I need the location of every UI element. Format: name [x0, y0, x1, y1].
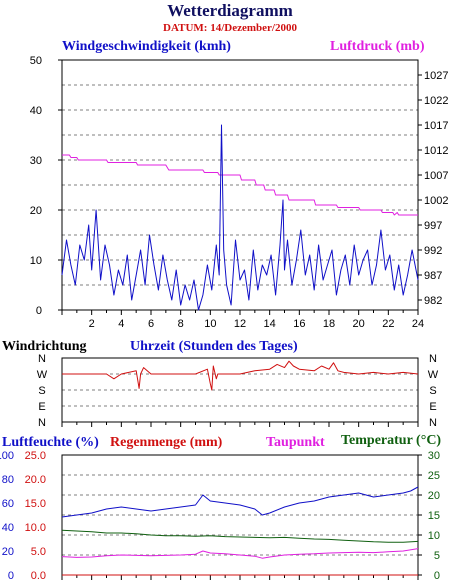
- y-tick-label: 0: [434, 570, 440, 582]
- dewpoint-label: Taupunkt: [266, 435, 325, 450]
- y-tick-label: 60: [2, 498, 14, 510]
- y-tick-label: 0: [8, 570, 14, 582]
- x-tick-label: 24: [412, 318, 424, 330]
- time-axis-label: Uhrzeit (Stunden des Tages): [130, 339, 298, 354]
- y-tick-label: 20: [30, 205, 42, 217]
- y-tick-label: N: [429, 417, 437, 429]
- y-tick-label: 50: [30, 55, 42, 67]
- y-tick-label: 1017: [424, 120, 448, 132]
- y-tick-label: W: [37, 369, 48, 381]
- y-tick-label: 5.0: [31, 546, 46, 558]
- y-tick-label: 982: [424, 295, 442, 307]
- x-tick-label: 18: [323, 318, 335, 330]
- chart-subtitle: DATUM: 14/Dezember/2000: [163, 22, 297, 34]
- pressure-label: Luftdruck (mb): [330, 39, 425, 54]
- y-tick-label: 20: [2, 546, 14, 558]
- y-tick-label: 0: [36, 305, 42, 317]
- y-tick-label: W: [428, 369, 439, 381]
- chart-title: Wetterdiagramm: [167, 1, 293, 20]
- y-tick-label: E: [429, 401, 436, 413]
- y-tick-label: 25.0: [25, 450, 46, 462]
- y-tick-label: 20.0: [25, 474, 46, 486]
- x-tick-label: 8: [178, 318, 184, 330]
- x-tick-label: 20: [353, 318, 365, 330]
- series-line-pressure: [62, 154, 418, 216]
- y-tick-label: 5: [434, 550, 440, 562]
- series-line-temperature: [61, 529, 419, 543]
- rain-label: Regenmenge (mm): [110, 435, 223, 450]
- x-tick-label: 12: [234, 318, 246, 330]
- y-tick-label: 40: [30, 105, 42, 117]
- y-tick-label: S: [429, 385, 436, 397]
- x-tick-label: 10: [204, 318, 216, 330]
- y-tick-label: 1007: [424, 170, 448, 182]
- y-tick-label: 1002: [424, 195, 448, 207]
- y-tick-label: 30: [428, 450, 440, 462]
- y-tick-label: 10: [30, 255, 42, 267]
- x-tick-label: 4: [118, 318, 124, 330]
- y-tick-label: E: [38, 401, 45, 413]
- wind-speed-label: Windgeschwindigkeit (kmh): [62, 39, 231, 54]
- y-tick-label: N: [429, 353, 437, 365]
- y-tick-label: N: [38, 417, 46, 429]
- y-tick-label: 10.0: [25, 522, 46, 534]
- y-tick-label: 20: [428, 490, 440, 502]
- y-tick-label: 15.0: [25, 498, 46, 510]
- y-tick-label: 40: [2, 522, 14, 534]
- y-tick-label: 25: [428, 470, 440, 482]
- y-tick-label: N: [38, 353, 46, 365]
- y-tick-label: 987: [424, 270, 442, 282]
- series-line-humidity: [61, 486, 419, 518]
- series-line-dewpoint: [61, 548, 419, 559]
- y-tick-label: S: [38, 385, 45, 397]
- series-line-wind: [61, 124, 419, 311]
- x-tick-label: 6: [148, 318, 154, 330]
- y-tick-label: 30: [30, 155, 42, 167]
- y-tick-label: 997: [424, 220, 442, 232]
- series-line-direction: [62, 360, 419, 391]
- y-tick-label: 1012: [424, 145, 448, 157]
- y-tick-label: 15: [428, 510, 440, 522]
- y-tick-label: 80: [2, 474, 14, 486]
- x-tick-label: 22: [382, 318, 394, 330]
- wind-direction-label: Windrichtung: [2, 339, 87, 354]
- humidity-label: Luftfeuchte (%): [2, 435, 99, 450]
- temperature-label: Temperatur (°C): [341, 433, 441, 448]
- y-tick-label: 992: [424, 245, 442, 257]
- x-tick-label: 16: [293, 318, 305, 330]
- y-tick-label: 0.0: [31, 570, 46, 582]
- y-tick-label: 1022: [424, 95, 448, 107]
- y-tick-label: 1027: [424, 70, 448, 82]
- y-tick-label: 10: [428, 530, 440, 542]
- x-tick-label: 14: [264, 318, 276, 330]
- x-tick-label: 2: [89, 318, 95, 330]
- y-tick-label: 100: [0, 450, 14, 462]
